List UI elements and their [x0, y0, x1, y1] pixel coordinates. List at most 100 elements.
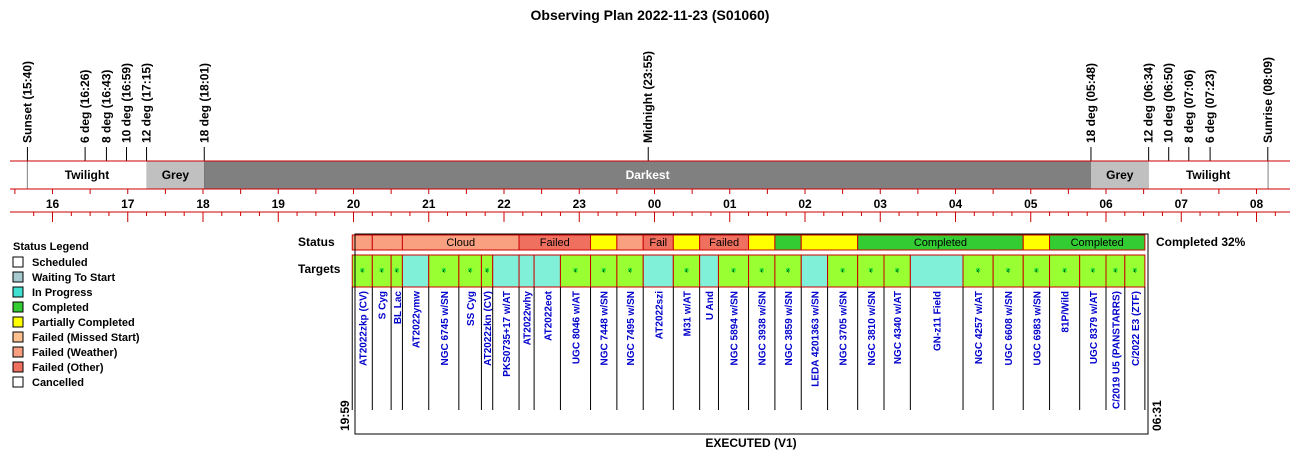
- target-cell: [699, 254, 719, 288]
- target-marker: [684, 268, 689, 272]
- target-marker: [394, 268, 399, 272]
- target-name: 81P/Wild: [1061, 291, 1072, 333]
- start-time-label: 19:59: [338, 400, 352, 431]
- event-label: 8 deg (16:43): [99, 70, 113, 143]
- status-segment: [590, 234, 618, 251]
- status-segment: [1022, 234, 1051, 251]
- target-marker-glyph: ‹: [896, 266, 899, 275]
- hour-label: 16: [46, 197, 60, 211]
- event-label: 6 deg (07:23): [1203, 70, 1217, 143]
- target-cell: [492, 254, 520, 288]
- target-marker-glyph: ‹: [787, 266, 790, 275]
- band-label: Twilight: [65, 168, 109, 182]
- target-marker: [840, 268, 845, 272]
- hour-label: 20: [347, 197, 361, 211]
- event-label: 8 deg (07:06): [1182, 70, 1196, 143]
- band-twilight: [27, 161, 147, 189]
- target-marker: [786, 268, 791, 272]
- event-label: 12 deg (06:34): [1142, 63, 1156, 143]
- target-cell: [962, 254, 994, 288]
- target-marker-glyph: ‹: [442, 266, 445, 275]
- band-label: Darkest: [626, 168, 670, 182]
- event-label: 18 deg (05:48): [1084, 63, 1098, 143]
- target-cell: [518, 254, 535, 288]
- target-name: C/2022 E3 (ZTF): [1131, 291, 1142, 366]
- hour-axis: 16 17 18 19 20 21 22 23 00 01 02 03 04 05 06 07 08: [10, 189, 1290, 222]
- status-segment-label: Fail: [649, 237, 667, 249]
- target-name: AT2022zkn (CV): [483, 291, 494, 366]
- legend-swatch: [12, 286, 24, 298]
- legend-item-label: Completed: [32, 302, 89, 314]
- target-marker-glyph: ‹: [486, 266, 489, 275]
- hour-label: 01: [723, 197, 737, 211]
- hour-label: 19: [272, 197, 286, 211]
- band-grey: [146, 161, 205, 189]
- target-name: S Cyg: [378, 291, 389, 319]
- status-segment-label: Failed: [540, 237, 570, 249]
- target-name: AT2022ymw: [412, 291, 423, 348]
- target-marker: [628, 268, 633, 272]
- hour-label: 06: [1099, 197, 1113, 211]
- target-marker-glyph: ‹: [760, 266, 763, 275]
- target-marker-glyph: ‹: [1134, 266, 1137, 275]
- plan-title: Observing Plan 2022-11-23 (S01060): [531, 7, 770, 23]
- status-segment: [616, 234, 644, 251]
- target-name: BL Lac: [393, 291, 404, 325]
- target-name: NGC 7448 w/SN: [600, 291, 611, 365]
- legend-item-label: Failed (Missed Start): [32, 332, 140, 344]
- target-marker: [1090, 268, 1095, 272]
- target-name: AT2022szi: [654, 291, 665, 339]
- target-cell: [800, 254, 829, 288]
- target-marker-glyph: ‹: [1063, 266, 1066, 275]
- status-segment: [800, 234, 859, 251]
- legend-item-label: Cancelled: [32, 377, 84, 389]
- hour-label: 05: [1024, 197, 1038, 211]
- legend-swatch: [12, 361, 24, 373]
- twilight-event-markers: Sunset (15:40) 6 deg (16:26) 8 deg (16:43)…: [20, 51, 1275, 189]
- legend-item-label: In Progress: [32, 287, 93, 299]
- hour-label: 00: [648, 197, 662, 211]
- band-twilight: [1148, 161, 1268, 189]
- legend-item-label: Failed (Weather): [32, 347, 118, 359]
- target-marker: [601, 268, 606, 272]
- legend-swatch: [12, 376, 24, 388]
- target-marker-glyph: ‹: [602, 266, 605, 275]
- target-name: NGC 5894 w/SN: [730, 291, 741, 365]
- legend-item-label: Waiting To Start: [32, 272, 115, 284]
- hour-label: 21: [422, 197, 436, 211]
- target-marker-glyph: ‹: [1007, 266, 1010, 275]
- hour-label: 07: [1175, 197, 1189, 211]
- target-marker: [1034, 268, 1039, 272]
- status-segment-label: Cloud: [446, 237, 475, 249]
- legend-item-label: Scheduled: [32, 257, 88, 269]
- target-marker: [379, 268, 384, 272]
- status-segment-label: Failed: [709, 237, 739, 249]
- target-marker-glyph: ‹: [395, 266, 398, 275]
- legend-item-label: Failed (Other): [32, 362, 104, 374]
- target-marker-glyph: ‹: [870, 266, 873, 275]
- event-label: 10 deg (06:50): [1162, 63, 1176, 143]
- event-label: 6 deg (16:26): [78, 70, 92, 143]
- hour-label: 08: [1250, 197, 1264, 211]
- band-grey: [1090, 161, 1149, 189]
- hour-label: 18: [196, 197, 210, 211]
- band-darkest: [204, 161, 1091, 189]
- status-segment: [371, 234, 403, 251]
- status-segment-label: Completed: [1071, 237, 1124, 249]
- legend-title: Status Legend: [13, 241, 89, 253]
- target-marker-glyph: ‹: [574, 266, 577, 275]
- event-label: Midnight (23:55): [641, 51, 655, 143]
- hour-label: 03: [874, 197, 888, 211]
- target-cell: [827, 254, 859, 288]
- target-marker: [731, 268, 736, 272]
- target-name: M31 w/AT: [682, 291, 693, 336]
- target-name: NGC 6745 w/SN: [440, 291, 451, 365]
- band-label: Twilight: [1186, 168, 1230, 182]
- target-marker-glyph: ‹: [977, 266, 980, 275]
- status-row-label: Status: [298, 235, 335, 249]
- legend-item-label: Partially Completed: [32, 317, 135, 329]
- hour-label: 23: [573, 197, 587, 211]
- target-name: UGC 8046 w/AT: [571, 291, 582, 364]
- target-name: NGC 4257 w/AT: [974, 291, 985, 364]
